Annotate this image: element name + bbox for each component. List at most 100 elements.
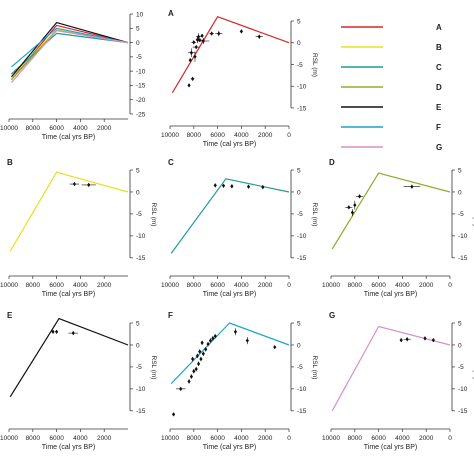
data-point: [187, 379, 191, 384]
data-point: [246, 184, 251, 189]
x-tick-label: 2000: [97, 125, 112, 132]
y-tick-label: 0: [297, 40, 301, 47]
y-tick-label: -5: [297, 364, 303, 371]
data-point: [188, 57, 192, 63]
data-point: [51, 329, 55, 334]
series-line: [9, 318, 129, 398]
data-point: [179, 386, 183, 392]
legend-label: D: [436, 83, 442, 92]
panel-label: F: [168, 311, 173, 320]
y-axis-label: RSL (m): [311, 203, 318, 227]
series-line: [171, 16, 290, 94]
x-tick-label: 4000: [73, 435, 88, 442]
data-point: [193, 54, 197, 59]
data-point: [257, 34, 261, 39]
legend-label: E: [436, 103, 442, 112]
x-tick-label: 4000: [234, 435, 249, 442]
x-tick-label: 2000: [258, 282, 273, 289]
data-point: [201, 351, 205, 356]
y-tick-label: -10: [136, 68, 146, 75]
data-point: [87, 182, 91, 188]
panel-label: G: [329, 311, 335, 320]
x-tick-label: 2000: [419, 435, 434, 442]
x-axis-label: Time (cal yrs BP): [42, 444, 95, 451]
x-tick-label: 6000: [210, 435, 225, 442]
data-point: [431, 337, 435, 343]
data-point: [201, 38, 205, 44]
y-tick-label: 5: [297, 320, 301, 327]
y-tick-label: 5: [136, 167, 140, 174]
data-point: [239, 29, 243, 34]
data-point: [192, 40, 196, 45]
data-point: [200, 340, 204, 345]
y-axis-label: RSL (m): [150, 203, 157, 227]
x-tick-label: 6000: [371, 282, 386, 289]
y-tick-label: -5: [458, 364, 464, 371]
x-tick-label: 6000: [210, 282, 225, 289]
data-point: [233, 329, 238, 334]
y-tick-label: -5: [136, 364, 142, 371]
x-tick-label: 8000: [187, 435, 202, 442]
x-tick-label: 4000: [234, 282, 249, 289]
legend-item: E: [341, 103, 442, 112]
panel-g: 10000 8000 6000 4000 2000 0 Time (cal yrs BP) 5…: [322, 311, 474, 451]
y-tick-label: -10: [136, 386, 146, 393]
series-line: [10, 29, 129, 78]
x-tick-label: 10000: [0, 435, 18, 442]
data-point: [206, 341, 210, 347]
y-tick-label: 5: [297, 167, 301, 174]
legend-label: C: [436, 63, 442, 72]
y-tick-label: -10: [458, 233, 468, 240]
y-tick-label: -15: [297, 105, 307, 112]
data-point: [353, 202, 357, 208]
x-tick-label: 0: [287, 132, 291, 139]
y-tick-label: 0: [136, 342, 140, 349]
panel-label: B: [7, 158, 13, 167]
x-tick-label: 4000: [73, 125, 88, 132]
data-point: [198, 349, 202, 354]
series-line: [11, 27, 129, 68]
panel-label: E: [7, 311, 13, 320]
series-line: [331, 325, 451, 412]
y-tick-label: -10: [458, 386, 468, 393]
y-tick-label: 0: [458, 342, 462, 349]
y-tick-label: -10: [297, 386, 307, 393]
x-tick-label: 6000: [210, 132, 225, 139]
data-point: [217, 31, 221, 36]
x-tick-label: 0: [287, 282, 291, 289]
y-tick-label: -5: [297, 62, 303, 69]
data-point: [405, 337, 409, 342]
x-tick-label: 10000: [161, 282, 179, 289]
x-tick-label: 4000: [395, 435, 410, 442]
x-tick-label: 6000: [49, 125, 64, 132]
x-axis-label: Time (cal yrs BP): [42, 134, 95, 141]
y-tick-label: 0: [297, 342, 301, 349]
legend-item: B: [341, 43, 442, 52]
x-tick-label: 10000: [322, 435, 340, 442]
data-point: [189, 374, 194, 379]
series-line: [170, 322, 290, 385]
data-point: [194, 44, 198, 50]
x-tick-label: 4000: [73, 282, 88, 289]
data-point: [213, 183, 217, 188]
data-point: [204, 347, 208, 352]
x-tick-label: 0: [448, 435, 452, 442]
x-tick-label: 8000: [348, 282, 363, 289]
y-tick-label: -5: [136, 211, 142, 218]
data-point: [187, 83, 191, 88]
panel-label: A: [168, 9, 174, 18]
x-tick-label: 10000: [322, 282, 340, 289]
y-tick-label: -15: [136, 255, 146, 262]
legend-item: A: [341, 23, 442, 32]
series-line: [331, 172, 451, 250]
y-tick-label: 5: [458, 167, 462, 174]
x-tick-label: 8000: [348, 435, 363, 442]
y-tick-label: 0: [458, 189, 462, 196]
panel-d: 10000 8000 6000 4000 2000 0 Time (cal yrs BP) 5…: [322, 158, 474, 298]
x-tick-label: 10000: [0, 282, 18, 289]
data-point: [199, 356, 203, 362]
legend-item: G: [341, 143, 442, 152]
data-point: [191, 356, 195, 362]
x-tick-label: 10000: [161, 132, 179, 139]
